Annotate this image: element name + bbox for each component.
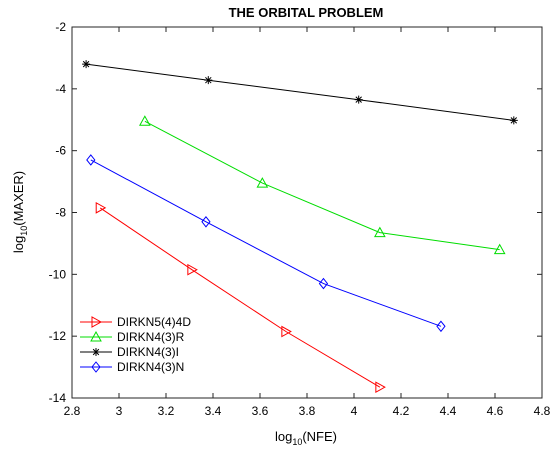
x-tick-label: 3.8: [299, 404, 316, 418]
legend-item: DIRKN4(3)N: [80, 360, 184, 374]
x-axis-label-rest: (NFE): [302, 429, 337, 444]
data-point: [281, 325, 292, 338]
x-tick-label: 4.6: [487, 404, 504, 418]
legend-item: DIRKN4(3)I: [80, 345, 179, 359]
legend-marker: [92, 348, 100, 356]
x-tick-label: 4.8: [534, 404, 550, 418]
y-tick-label: -14: [49, 391, 67, 405]
x-tick-label: 3.4: [205, 404, 222, 418]
y-tick-label: -8: [55, 206, 66, 220]
x-axis-label-subscript: 10: [292, 437, 302, 447]
legend-label: DIRKN4(3)I: [117, 345, 179, 359]
data-point: [318, 277, 329, 290]
data-point: [493, 243, 506, 255]
x-tick-label: 3.6: [252, 404, 269, 418]
data-point: [374, 226, 386, 238]
y-axis-label-subscript: 10: [19, 226, 29, 236]
series-line: [86, 63, 514, 121]
y-axis-label-rest: (MAXER): [11, 171, 26, 226]
series-line: [90, 159, 442, 327]
legend-marker: [90, 330, 102, 342]
data-point: [82, 60, 91, 69]
series-line: [99, 207, 381, 388]
series-DIRKN4(3)I: [82, 60, 518, 125]
y-tick-label: -12: [49, 329, 67, 343]
legend: DIRKN5(4)4DDIRKN4(3)RDIRKN4(3)IDIRKN4(3)…: [77, 311, 205, 379]
data-point: [95, 202, 107, 214]
x-axis-label-base: log: [275, 429, 292, 444]
series-DIRKN4(3)R: [139, 115, 506, 255]
data-point: [204, 76, 213, 85]
y-tick-label: -4: [55, 82, 66, 96]
y-axis-label: log10(MAXER): [11, 171, 29, 253]
x-tick-label: 4: [351, 404, 358, 418]
data-point: [256, 177, 269, 188]
data-point: [139, 115, 151, 126]
x-tick-label: 3.2: [158, 404, 175, 418]
legend-marker: [91, 361, 101, 373]
series-line: [144, 120, 500, 251]
y-axis-ticks: -14 -12 -10 -8 -6 -4 -2: [49, 20, 542, 405]
x-tick-label: 3: [116, 404, 123, 418]
x-tick-label: 2.8: [64, 404, 81, 418]
y-axis-label-base: log: [11, 236, 26, 253]
y-tick-label: -6: [55, 144, 66, 158]
y-tick-label: -10: [49, 267, 67, 281]
data-point: [354, 95, 363, 104]
y-tick-label: -2: [55, 20, 66, 34]
legend-item: DIRKN4(3)R: [80, 330, 185, 344]
data-point: [86, 154, 96, 166]
series-layer: [82, 60, 518, 394]
legend-label: DIRKN5(4)4D: [117, 315, 191, 329]
chart-title: THE ORBITAL PROBLEM: [229, 5, 384, 20]
legend-item: DIRKN5(4)4D: [80, 315, 191, 329]
data-point: [187, 263, 198, 276]
x-tick-label: 4.4: [440, 404, 457, 418]
x-axis-ticks: 2.8 3 3.2 3.4 3.6 3.8 4 4.2 4.4 4.6 4.8: [64, 27, 550, 418]
data-point: [201, 215, 211, 228]
data-point: [436, 320, 446, 333]
series-DIRKN5(4)4D: [95, 202, 386, 394]
data-point: [509, 116, 518, 125]
legend-label: DIRKN4(3)R: [117, 330, 185, 344]
x-tick-label: 4.2: [393, 404, 410, 418]
legend-marker: [91, 316, 103, 328]
legend-label: DIRKN4(3)N: [117, 360, 184, 374]
series-DIRKN4(3)N: [86, 154, 446, 333]
x-axis-label: log10(NFE): [275, 429, 337, 447]
data-point: [375, 381, 386, 394]
